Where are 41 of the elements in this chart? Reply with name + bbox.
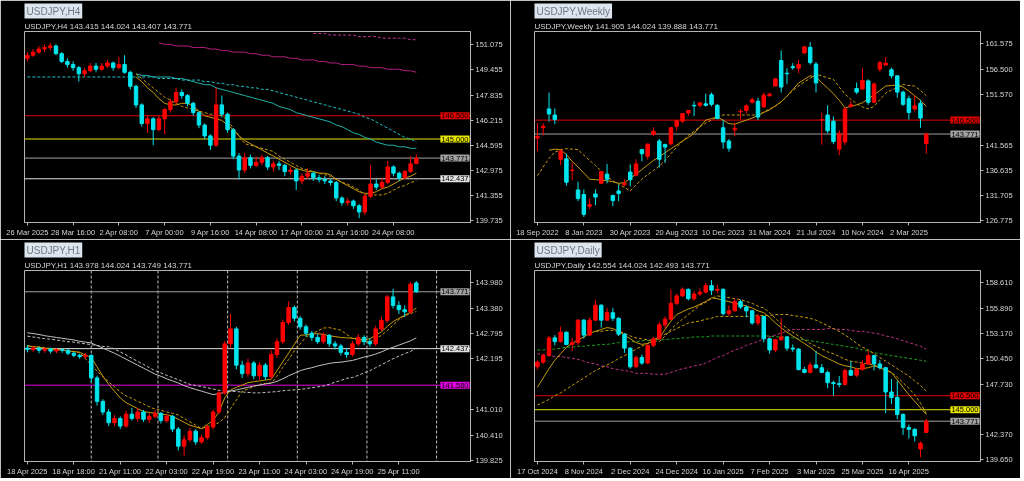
chart-title: USDJPY,H4 (26, 5, 81, 17)
candlestick (628, 163, 633, 187)
candlestick (819, 111, 825, 146)
chart-subtitle: USDJPY,H1 143.978 144.024 143.749 143.771 (24, 261, 193, 270)
candlestick (918, 99, 923, 129)
candlestick (581, 318, 587, 340)
chart-subtitle: USDJPY,H4 143.415 144.024 143.407 143.771 (24, 22, 193, 31)
chart-title: USDJPY,H1 (26, 244, 81, 256)
candlestick (755, 97, 761, 121)
candlestick (129, 407, 135, 422)
line-series (312, 33, 417, 41)
candlestick (610, 193, 616, 207)
candlestick (866, 78, 871, 106)
candlestick (242, 152, 247, 174)
candlestick (150, 116, 156, 146)
line-series (536, 328, 927, 375)
chart-subtitle: USDJPY,Weekly 141.905 144.024 139.888 143.771 (534, 22, 719, 31)
candlestick (871, 81, 877, 104)
candlestick (535, 122, 540, 152)
line-series (158, 42, 417, 73)
line-series (135, 73, 417, 149)
candlestick (564, 153, 569, 187)
candlestick (691, 100, 697, 117)
candlestick (604, 163, 610, 184)
candlestick (251, 360, 257, 380)
candlestick (813, 61, 819, 94)
candlestick (807, 41, 813, 66)
candlestick (599, 303, 604, 329)
candlestick (116, 56, 122, 70)
candlestick (546, 92, 552, 123)
candlestick (367, 337, 373, 348)
line-series (536, 335, 927, 362)
chart-title: USDJPY,Daily (536, 244, 600, 256)
chart-title: USDJPY,Weekly (536, 5, 611, 17)
candlestick (181, 434, 187, 457)
candlestick (176, 426, 181, 451)
candlestick (860, 67, 865, 90)
candlestick (639, 148, 645, 162)
candlestick (299, 172, 305, 185)
chart-subtitle: USDJPY,Daily 142.554 144.024 142.493 143.771 (534, 261, 711, 270)
candlestick (813, 350, 819, 370)
